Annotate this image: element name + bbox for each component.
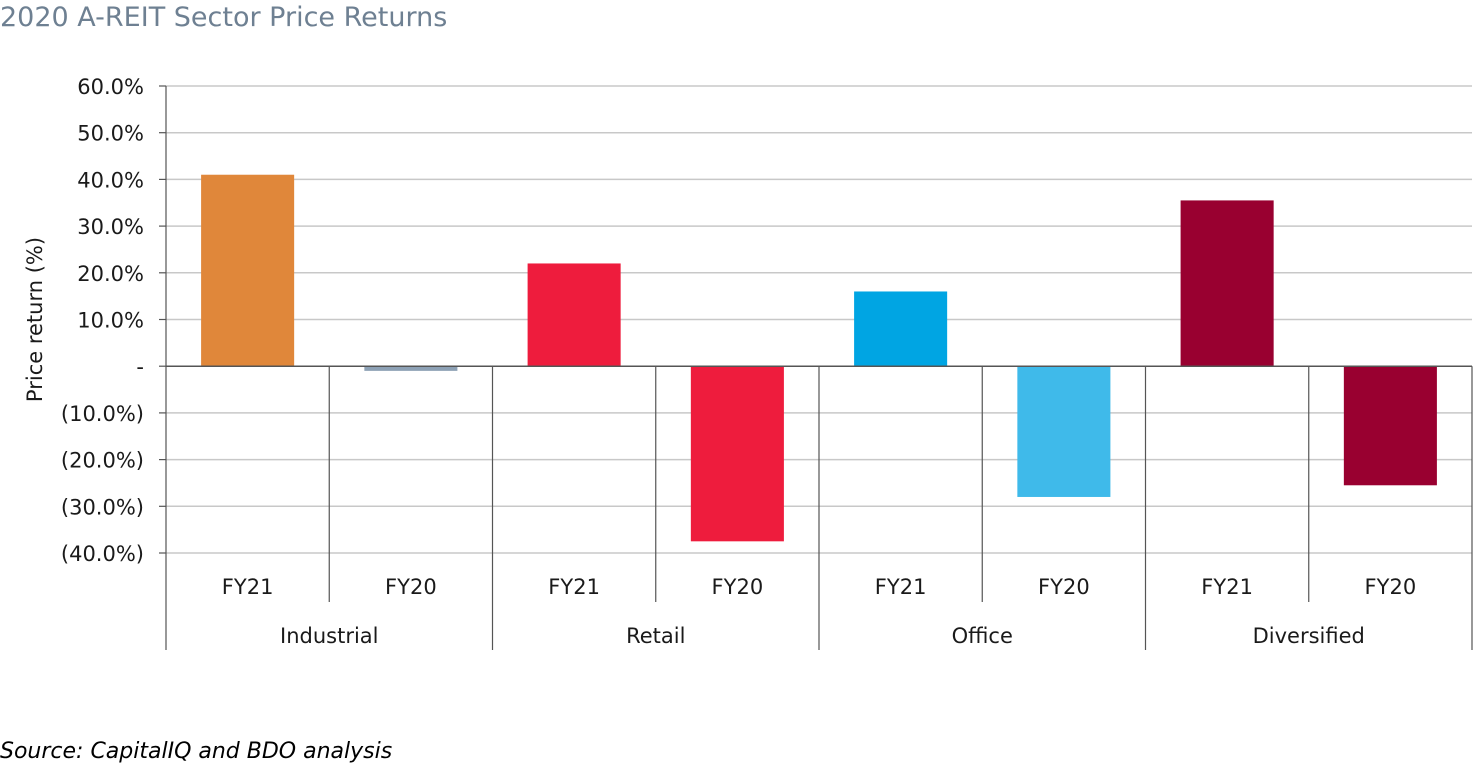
source-note: Source: CapitalIQ and BDO analysis xyxy=(0,739,393,764)
bar-retail-fy20 xyxy=(690,366,784,542)
y-tick-label: 20.0% xyxy=(77,262,144,286)
y-tick-label: 60.0% xyxy=(77,75,144,99)
group-label: Office xyxy=(952,624,1013,648)
group-label: Industrial xyxy=(280,624,379,648)
x-tick-label: FY21 xyxy=(1201,575,1253,599)
x-tick-label: FY21 xyxy=(222,575,274,599)
bar-office-fy20 xyxy=(1017,366,1111,497)
bar-industrial-fy21 xyxy=(201,174,295,367)
y-tick-label: (10.0%) xyxy=(61,402,144,426)
x-tick-label: FY20 xyxy=(1365,575,1417,599)
x-tick-label: FY20 xyxy=(1038,575,1090,599)
y-tick-label: (20.0%) xyxy=(61,449,144,473)
y-tick-label: 10.0% xyxy=(77,309,144,333)
chart-area: 60.0% 50.0% 40.0% 30.0% 20.0% 10.0% - (10.0%) (2… xyxy=(23,75,1473,650)
chart-title: 2020 A-REIT Sector Price Returns xyxy=(0,2,448,33)
bar-diversified-fy21 xyxy=(1180,200,1274,367)
x-tick-label: FY21 xyxy=(548,575,600,599)
group-label: Diversified xyxy=(1253,624,1365,648)
y-tick-label: 50.0% xyxy=(77,122,144,146)
x-tick-label: FY20 xyxy=(385,575,437,599)
axes xyxy=(159,85,1473,650)
x-tick-label: FY21 xyxy=(875,575,927,599)
x-tick-label: FY20 xyxy=(712,575,764,599)
bar-industrial-fy20 xyxy=(364,366,458,371)
y-tick-label: (40.0%) xyxy=(61,542,144,566)
y-tick-label: (30.0%) xyxy=(61,495,144,519)
group-label: Retail xyxy=(626,624,685,648)
y-axis-label: Price return (%) xyxy=(23,237,47,402)
axis-labels: 60.0% 50.0% 40.0% 30.0% 20.0% 10.0% - (10.0%) (2… xyxy=(23,75,1416,648)
y-tick-label: 40.0% xyxy=(77,168,144,192)
y-tick-label: 30.0% xyxy=(77,215,144,239)
bars xyxy=(201,174,1437,542)
bar-retail-fy21 xyxy=(527,263,621,367)
bar-diversified-fy20 xyxy=(1343,366,1437,486)
bar-office-fy21 xyxy=(854,291,948,367)
y-tick-label: - xyxy=(136,355,144,379)
